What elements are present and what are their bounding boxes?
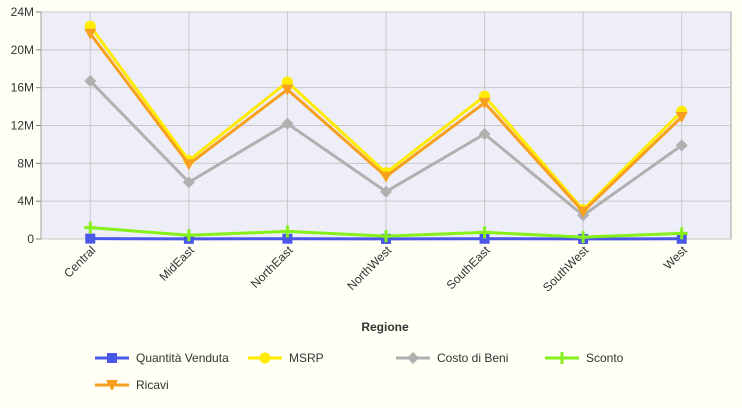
legend-item: Sconto	[545, 351, 624, 365]
legend-item: Ricavi	[95, 378, 169, 392]
legend-item: Costo di Beni	[396, 351, 508, 365]
marker-plus-v	[582, 231, 585, 243]
marker-plus-v	[561, 352, 564, 364]
marker-diamond	[407, 352, 419, 364]
legend-label: Quantità Venduta	[136, 351, 229, 365]
legend: Quantità Venduta MSRP Costo di Beni Sconto R…	[95, 351, 624, 392]
marker-plus-v	[89, 222, 92, 234]
marker-plus-v	[187, 229, 190, 241]
marker-plus	[556, 352, 568, 364]
x-tick-label: West	[661, 243, 691, 273]
marker-plus-v	[385, 230, 388, 242]
x-tick-label: NorthEast	[248, 243, 296, 291]
x-axis-title: Regione	[361, 320, 409, 334]
legend-item: Quantità Venduta	[95, 351, 229, 365]
x-tick-label: SouthEast	[444, 243, 494, 293]
legend-label: Ricavi	[136, 378, 169, 392]
legend-label: Costo di Beni	[437, 351, 508, 365]
legend-item: MSRP	[248, 351, 324, 365]
y-tick-label: 20M	[11, 43, 34, 57]
x-tick-label: NorthWest	[344, 243, 394, 293]
y-tick-label: 8M	[17, 156, 34, 170]
y-axis-ticks: 0 4M 8M 12M 16M 20M 24M	[11, 5, 41, 246]
marker-square	[107, 353, 117, 363]
y-tick-label: 16M	[11, 81, 34, 95]
legend-label: Sconto	[586, 351, 624, 365]
y-tick-label: 24M	[11, 5, 34, 19]
marker-plus-v	[483, 226, 486, 238]
y-tick-label: 0	[27, 232, 34, 246]
marker-square	[85, 234, 95, 244]
x-tick-label: Central	[61, 243, 98, 280]
y-tick-label: 4M	[17, 194, 34, 208]
x-axis-ticks: Central MidEast NorthEast NorthWest SouthEas…	[61, 243, 690, 295]
x-tick-label: SouthWest	[540, 243, 592, 295]
x-tick-label: MidEast	[156, 243, 197, 284]
y-tick-label: 12M	[11, 119, 34, 133]
marker-plus-v	[286, 225, 289, 237]
marker-circle	[260, 353, 271, 364]
legend-label: MSRP	[289, 351, 324, 365]
marker-plus-v	[680, 227, 683, 239]
